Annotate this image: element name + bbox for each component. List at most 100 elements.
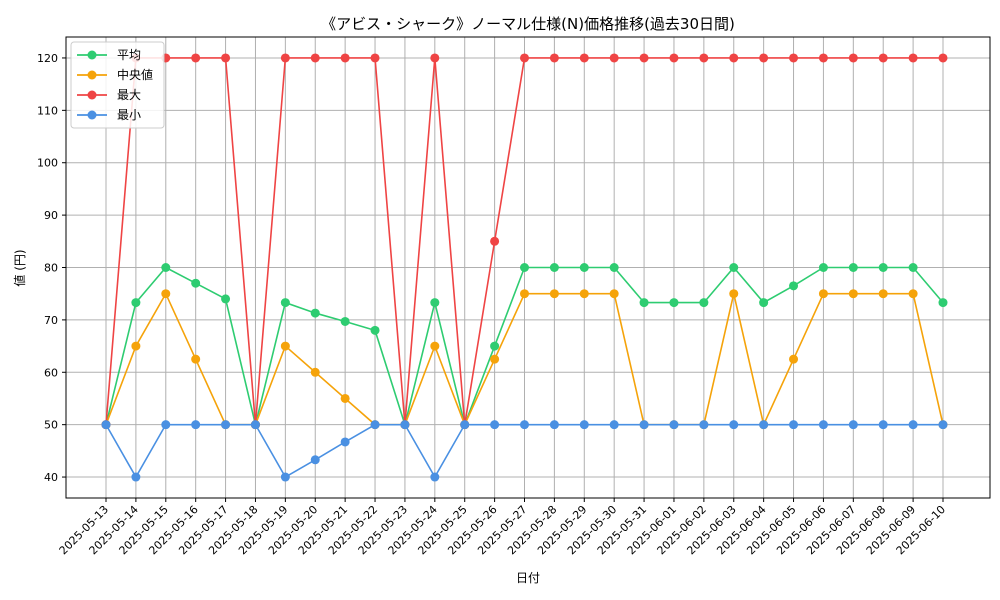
data-point — [848, 420, 858, 430]
data-point — [490, 341, 500, 351]
data-point — [669, 298, 679, 308]
legend-item: 最大 — [77, 88, 141, 102]
y-tick-label: 90 — [44, 209, 58, 222]
data-point — [520, 53, 529, 63]
data-point — [191, 53, 201, 63]
data-point — [579, 289, 589, 299]
data-point — [430, 53, 440, 63]
legend-swatch-marker — [87, 50, 97, 60]
data-point — [848, 263, 858, 272]
data-point — [789, 354, 799, 364]
data-point — [430, 472, 440, 482]
data-point — [878, 420, 888, 430]
data-point — [609, 263, 619, 272]
data-point — [520, 263, 529, 272]
y-tick-label: 100 — [37, 157, 58, 170]
legend-label: 平均 — [117, 48, 141, 62]
data-point — [878, 263, 888, 272]
y-tick-label: 80 — [44, 262, 58, 275]
data-point — [430, 298, 440, 308]
data-point — [878, 289, 888, 299]
data-point — [549, 289, 559, 299]
data-point — [818, 263, 828, 272]
data-point — [310, 367, 320, 377]
data-point — [340, 53, 350, 63]
data-point — [579, 263, 589, 272]
data-point — [370, 420, 380, 430]
data-point — [340, 437, 350, 447]
data-point — [310, 308, 320, 318]
data-point — [310, 53, 320, 63]
data-point — [191, 420, 201, 430]
data-point — [908, 53, 918, 63]
data-point — [191, 354, 201, 364]
legend-label: 最小 — [117, 108, 141, 122]
data-point — [579, 53, 589, 63]
x-axis-ticks: 2025-05-132025-05-142025-05-152025-05-16… — [57, 498, 948, 557]
data-point — [161, 289, 171, 299]
y-tick-label: 70 — [44, 314, 58, 327]
data-point — [549, 263, 559, 272]
data-point — [161, 263, 171, 272]
y-axis-title: 値 (円) — [12, 249, 27, 286]
series-lines — [101, 53, 948, 482]
legend-item: 平均 — [77, 48, 141, 62]
data-point — [609, 289, 619, 299]
data-point — [161, 420, 171, 430]
data-point — [280, 298, 290, 308]
data-point — [729, 289, 739, 299]
data-point — [789, 53, 799, 63]
data-point — [818, 420, 828, 430]
data-point — [669, 53, 679, 63]
y-tick-label: 60 — [44, 366, 58, 379]
data-point — [490, 354, 500, 364]
data-point — [310, 455, 320, 465]
data-point — [549, 420, 559, 430]
data-point — [490, 236, 500, 246]
data-point — [191, 278, 201, 288]
data-point — [370, 53, 380, 63]
legend-swatch-marker — [87, 90, 97, 100]
data-point — [490, 420, 500, 430]
y-axis-ticks: 40 50 60 70 80 90 100 110 120 — [37, 52, 66, 484]
series-最小 — [101, 420, 948, 482]
data-point — [729, 263, 739, 272]
data-point — [848, 289, 858, 299]
data-point — [460, 420, 470, 430]
data-point — [699, 298, 709, 308]
x-axis-title: 日付 — [516, 571, 540, 585]
data-point — [280, 472, 290, 482]
data-point — [340, 316, 350, 326]
data-point — [908, 263, 918, 272]
data-point — [938, 420, 948, 430]
data-point — [938, 298, 948, 308]
data-point — [280, 53, 290, 63]
data-point — [848, 53, 858, 63]
y-tick-label: 120 — [37, 52, 58, 65]
data-point — [221, 53, 231, 63]
data-point — [699, 53, 709, 63]
legend-item: 中央値 — [77, 67, 153, 82]
data-point — [729, 53, 739, 63]
data-point — [908, 420, 918, 430]
data-point — [699, 420, 709, 430]
y-tick-label: 40 — [44, 471, 58, 484]
data-point — [370, 325, 380, 335]
data-point — [639, 53, 649, 63]
y-tick-label: 50 — [44, 419, 58, 432]
legend-swatch-marker — [87, 110, 97, 120]
data-point — [818, 289, 828, 299]
data-point — [609, 53, 619, 63]
y-tick-label: 110 — [37, 104, 58, 117]
data-point — [549, 53, 559, 63]
data-point — [609, 420, 619, 430]
data-point — [280, 341, 290, 351]
data-point — [908, 289, 918, 299]
data-point — [818, 53, 828, 63]
data-point — [669, 420, 679, 430]
data-point — [759, 298, 769, 308]
data-point — [340, 393, 350, 403]
data-point — [131, 298, 141, 308]
